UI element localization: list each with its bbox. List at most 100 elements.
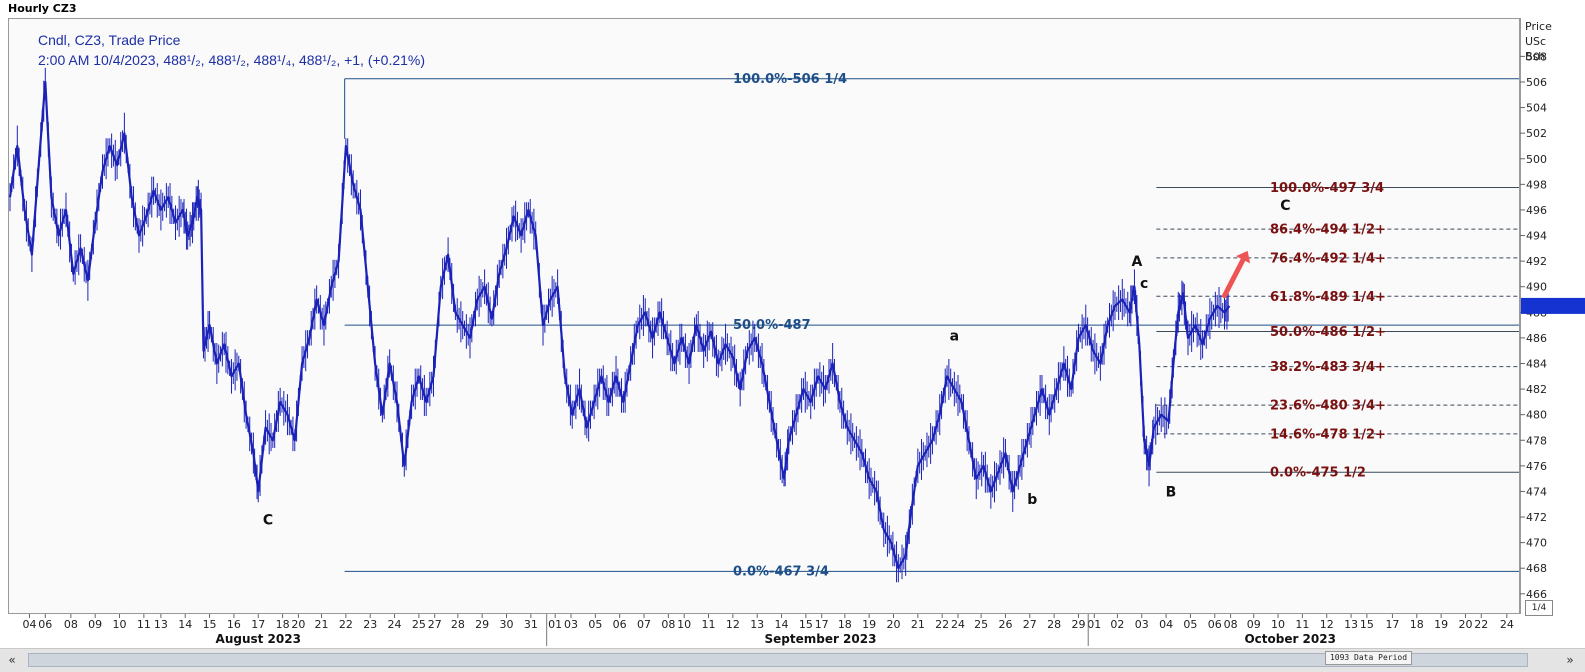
y-tick-label: 492	[1526, 255, 1547, 268]
zoom-indicator[interactable]: 1/4	[1525, 600, 1553, 616]
x-tick-label: 11	[137, 618, 151, 631]
chart-legend: Cndl, CZ3, Trade Price 2:00 AM 10/4/2023…	[38, 30, 425, 70]
x-tick-label: 24	[1500, 618, 1514, 631]
x-tick-label: 10	[113, 618, 127, 631]
y-tick-label: 486	[1526, 332, 1547, 345]
fib-right-label: 0.0%-475 1/2	[1270, 466, 1366, 481]
y-tick-label: 490	[1526, 281, 1547, 294]
wave-label: B	[1166, 485, 1177, 501]
x-tick-label: 28	[451, 618, 465, 631]
y-tick-label: 474	[1526, 485, 1547, 498]
fib-right-label: 76.4%-492 1/4+	[1270, 251, 1386, 266]
x-tick-label: 04	[1159, 618, 1173, 631]
scroll-left-icon[interactable]: «	[8, 653, 16, 667]
x-tick-label: 18	[1410, 618, 1424, 631]
x-tick-label: 25	[974, 618, 988, 631]
wave-label: A	[1131, 254, 1142, 270]
wave-label: a	[950, 328, 959, 344]
x-tick-label: 13	[750, 618, 764, 631]
x-tick-label: 12	[1320, 618, 1334, 631]
fib-left-label: 50.0%-487	[733, 318, 811, 333]
y-tick-label: 466	[1526, 588, 1547, 601]
current-price-marker	[1521, 297, 1585, 314]
fib-right-label: 100.0%-497 3/4	[1270, 181, 1384, 196]
wave-label: C	[1280, 198, 1290, 214]
x-tick-label: 08	[1224, 618, 1238, 631]
x-tick-label: 03	[1135, 618, 1149, 631]
legend-line-2: 2:00 AM 10/4/2023, 488¹/₂, 488¹/₂, 488¹/…	[38, 52, 426, 68]
x-tick-label: 08	[64, 618, 78, 631]
x-tick-label: 27	[1023, 618, 1037, 631]
fib-right-label: 38.2%-483 3/4+	[1270, 360, 1386, 375]
month-label: October 2023	[1244, 632, 1336, 646]
price-axis-ticks: 4664684704724744764784804824844864884904…	[1520, 20, 1585, 601]
plot-area[interactable]	[8, 18, 1520, 614]
x-tick-label: 17	[251, 618, 265, 631]
x-tick-label: 28	[1047, 618, 1061, 631]
x-tick-label: 11	[702, 618, 716, 631]
x-tick-label: 21	[911, 618, 925, 631]
y-tick-label: 508	[1526, 50, 1547, 63]
x-tick-label: 17	[815, 618, 829, 631]
price-axis[interactable]	[1520, 18, 1585, 614]
x-tick-label: 24	[388, 618, 402, 631]
x-tick-label: 24	[951, 618, 965, 631]
x-tick-label: 05	[1183, 618, 1197, 631]
y-tick-label: 476	[1526, 460, 1547, 473]
x-tick-label: 13	[1344, 618, 1358, 631]
x-tick-label: 11	[1295, 618, 1309, 631]
y-tick-label: 478	[1526, 434, 1547, 447]
x-tick-label: 25	[412, 618, 426, 631]
y-tick-label: 472	[1526, 511, 1547, 524]
month-label: September 2023	[764, 632, 876, 646]
x-tick-label: 27	[428, 618, 442, 631]
y-tick-label: 506	[1526, 76, 1547, 89]
x-tick-label: 04	[22, 618, 36, 631]
horizontal-scrollbar[interactable]: « »	[0, 648, 1585, 672]
fib-right-label: 14.6%-478 1/2+	[1270, 427, 1386, 442]
x-tick-label: 26	[998, 618, 1012, 631]
fib-left-label: 0.0%-467 3/4	[733, 564, 829, 579]
x-tick-label: 01	[548, 618, 562, 631]
x-tick-label: 17	[1385, 618, 1399, 631]
x-tick-label: 10	[1271, 618, 1285, 631]
x-tick-label: 18	[276, 618, 290, 631]
x-tick-label: 14	[775, 618, 789, 631]
fib-right-label: 86.4%-494 1/2+	[1270, 223, 1386, 238]
x-tick-label: 05	[588, 618, 602, 631]
x-tick-label: 14	[178, 618, 192, 631]
x-tick-label: 18	[838, 618, 852, 631]
scroll-right-icon[interactable]: »	[1566, 653, 1574, 667]
x-tick-label: 30	[500, 618, 514, 631]
x-tick-label: 22	[339, 618, 353, 631]
wave-label: b	[1027, 492, 1037, 508]
x-tick-label: 06	[613, 618, 627, 631]
fib-labels: 100.0%-506 1/4 50.0%-487 0.0%-467 3/4 100.0…	[733, 72, 1386, 580]
x-tick-label: 09	[88, 618, 102, 631]
x-tick-label: 21	[315, 618, 329, 631]
x-tick-label: 03	[564, 618, 578, 631]
projection-arrow	[1222, 257, 1246, 299]
x-tick-label: 08	[661, 618, 675, 631]
x-tick-label: 16	[227, 618, 241, 631]
x-tick-label: 06	[1208, 618, 1222, 631]
time-axis[interactable]	[8, 614, 1520, 648]
legend-line-1: Cndl, CZ3, Trade Price	[38, 32, 181, 48]
month-label: August 2023	[216, 632, 301, 646]
axis-unit-bsh: Bsh	[1525, 50, 1545, 63]
scroll-thumb[interactable]	[28, 653, 1528, 667]
x-tick-label: 29	[475, 618, 489, 631]
y-tick-label: 482	[1526, 383, 1547, 396]
fib-right-label: 23.6%-480 3/4+	[1270, 399, 1386, 414]
x-tick-label: 20	[1458, 618, 1472, 631]
fib-left-label: 100.0%-506 1/4	[733, 72, 847, 87]
y-tick-label: 480	[1526, 409, 1547, 422]
x-tick-label: 15	[203, 618, 217, 631]
y-tick-label: 500	[1526, 153, 1547, 166]
x-tick-label: 31	[524, 618, 538, 631]
x-tick-label: 13	[154, 618, 168, 631]
y-tick-label: 494	[1526, 230, 1547, 243]
wave-annotations: Ca b Ac B C	[263, 198, 1291, 529]
